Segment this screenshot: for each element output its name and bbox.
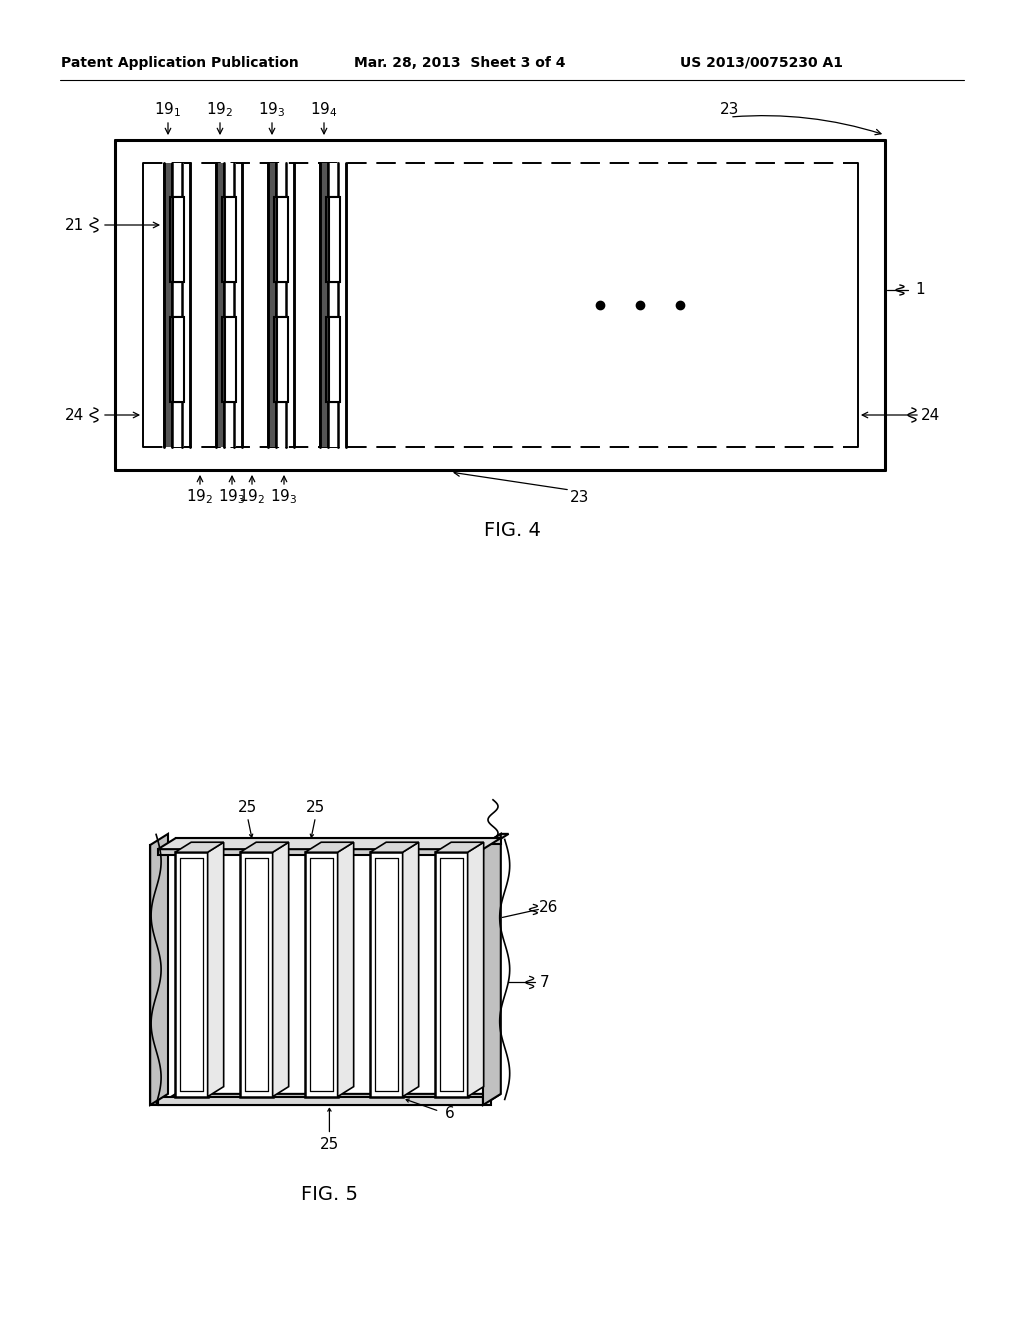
Text: $19_3$: $19_3$ <box>270 487 298 507</box>
Text: 23: 23 <box>570 490 590 504</box>
Polygon shape <box>151 834 168 1105</box>
Text: 26: 26 <box>539 900 558 915</box>
Bar <box>278 162 288 447</box>
Bar <box>274 317 286 403</box>
Polygon shape <box>370 853 402 1097</box>
Polygon shape <box>176 838 501 845</box>
Text: 25: 25 <box>319 1137 339 1152</box>
Bar <box>173 162 183 447</box>
Bar <box>225 197 236 282</box>
Bar <box>278 317 288 403</box>
Bar <box>267 162 278 447</box>
Bar <box>222 197 234 282</box>
Polygon shape <box>468 842 483 1097</box>
Polygon shape <box>272 842 289 1097</box>
Text: $19_2$: $19_2$ <box>239 487 265 507</box>
Bar <box>326 317 338 403</box>
Bar <box>215 162 225 447</box>
Bar <box>329 162 340 447</box>
Bar <box>173 162 181 447</box>
Bar <box>163 162 173 447</box>
Text: $19_3$: $19_3$ <box>218 487 246 507</box>
Text: 6: 6 <box>444 1106 455 1121</box>
Bar <box>274 197 286 282</box>
Text: 21: 21 <box>66 218 85 232</box>
Polygon shape <box>175 853 208 1097</box>
Polygon shape <box>338 842 353 1097</box>
Bar <box>278 197 288 282</box>
Bar <box>278 162 285 447</box>
Text: $19_4$: $19_4$ <box>310 100 338 119</box>
Bar <box>278 162 287 447</box>
Bar <box>329 197 340 282</box>
Bar <box>222 317 234 403</box>
Polygon shape <box>241 853 272 1097</box>
Bar <box>225 162 234 447</box>
Text: 23: 23 <box>720 103 739 117</box>
Polygon shape <box>435 853 468 1097</box>
Polygon shape <box>305 842 353 853</box>
Polygon shape <box>158 849 483 855</box>
Text: 25: 25 <box>238 800 257 814</box>
Polygon shape <box>305 853 338 1097</box>
Text: Patent Application Publication: Patent Application Publication <box>61 55 299 70</box>
Text: 25: 25 <box>306 800 326 814</box>
Bar <box>319 162 329 447</box>
Polygon shape <box>151 845 158 1105</box>
Bar <box>329 162 339 447</box>
Polygon shape <box>483 834 501 1105</box>
Text: $19_2$: $19_2$ <box>186 487 214 507</box>
Text: 24: 24 <box>921 408 940 422</box>
Bar <box>225 162 236 447</box>
Bar <box>225 162 233 447</box>
Bar <box>225 317 236 403</box>
Text: $19_2$: $19_2$ <box>207 100 233 119</box>
Text: $19_3$: $19_3$ <box>258 100 286 119</box>
Bar <box>329 162 337 447</box>
Bar <box>326 197 338 282</box>
Bar <box>173 197 184 282</box>
Polygon shape <box>158 1097 483 1105</box>
Polygon shape <box>435 842 483 853</box>
Bar <box>173 317 184 403</box>
Polygon shape <box>370 842 419 853</box>
Polygon shape <box>402 842 419 1097</box>
Text: US 2013/0075230 A1: US 2013/0075230 A1 <box>681 55 844 70</box>
Polygon shape <box>175 842 223 853</box>
Bar <box>170 317 182 403</box>
Bar <box>170 197 182 282</box>
Polygon shape <box>208 842 223 1097</box>
Polygon shape <box>158 838 501 849</box>
Text: FIG. 4: FIG. 4 <box>483 520 541 540</box>
Text: 1: 1 <box>915 282 925 297</box>
Polygon shape <box>483 845 490 1105</box>
Polygon shape <box>483 834 509 845</box>
Bar <box>173 162 184 447</box>
Text: 24: 24 <box>66 408 85 422</box>
Bar <box>329 317 340 403</box>
Text: $19_1$: $19_1$ <box>155 100 181 119</box>
Polygon shape <box>158 1094 501 1105</box>
Text: 7: 7 <box>540 975 550 990</box>
Polygon shape <box>241 842 289 853</box>
Text: FIG. 5: FIG. 5 <box>301 1185 358 1204</box>
Text: Mar. 28, 2013  Sheet 3 of 4: Mar. 28, 2013 Sheet 3 of 4 <box>354 55 565 70</box>
